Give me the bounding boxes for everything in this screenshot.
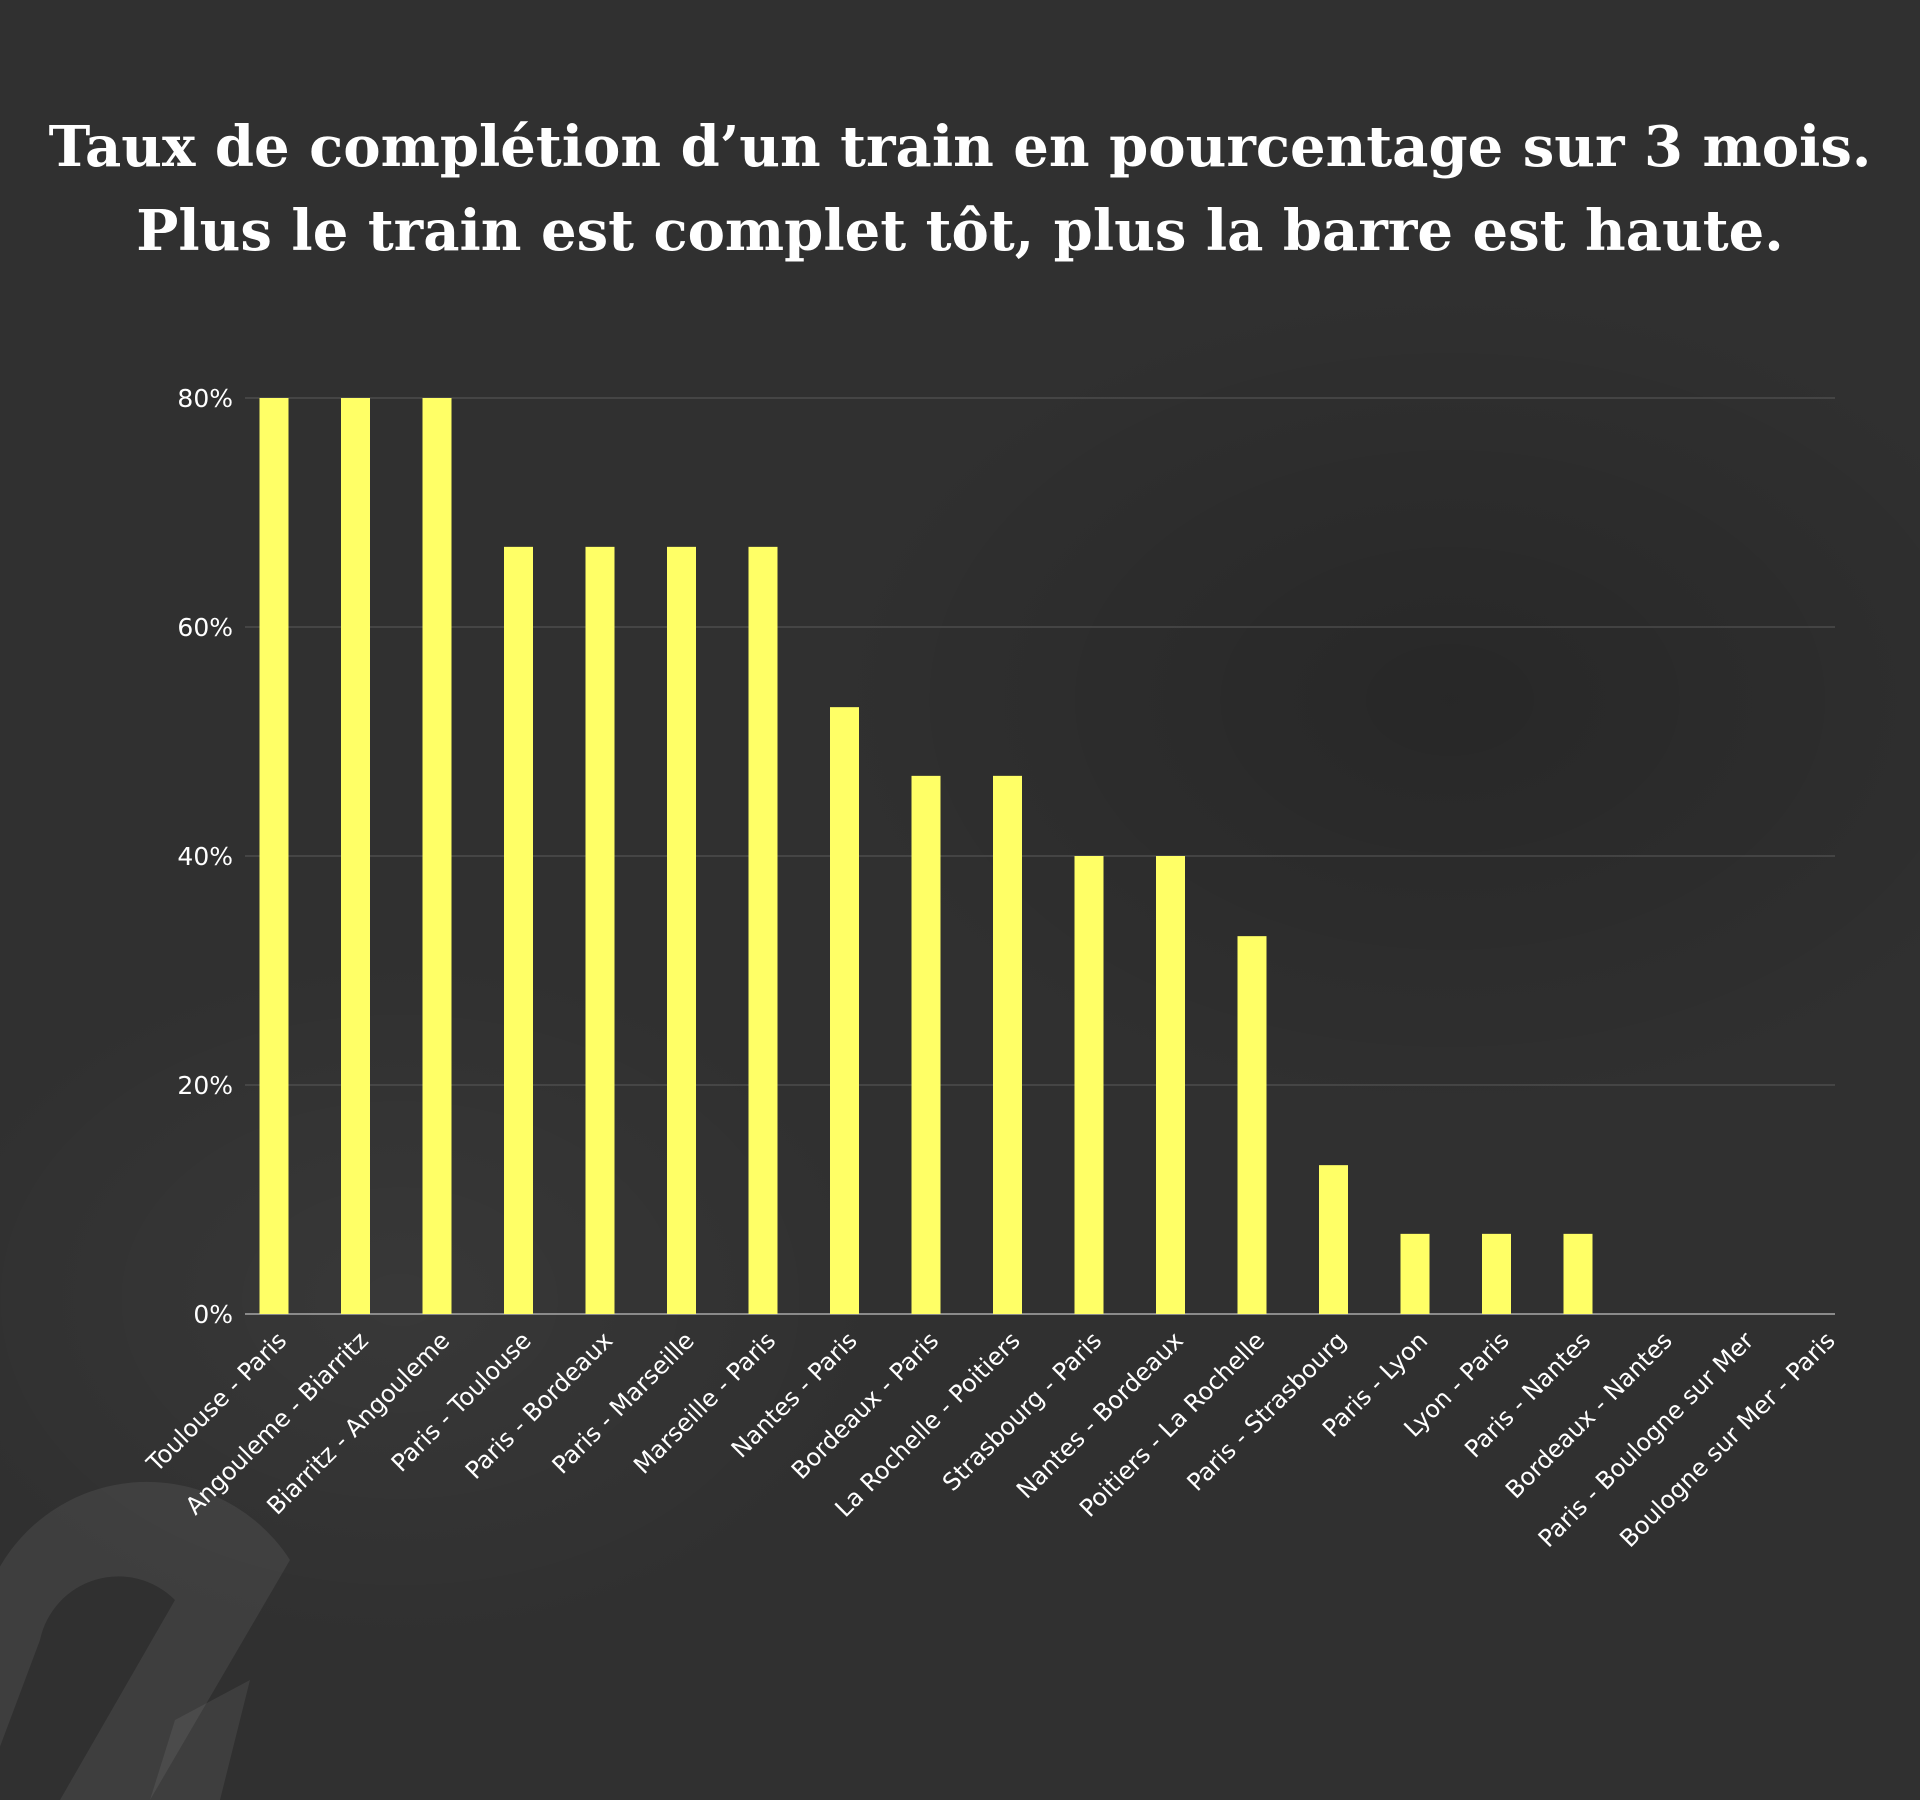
bar [1074,856,1104,1314]
y-axis-ticks: 0% 20% 40% 60% 80% [177,384,233,1329]
y-tick-label: 0% [193,1300,233,1329]
x-tick-label: Paris - Toulouse [386,1326,537,1477]
x-tick-label: Paris - Strasbourg [1182,1326,1352,1496]
bar [1237,936,1267,1314]
chart-title-line-2: Plus le train est complet tôt, plus la b… [136,198,1784,264]
grid-layer [245,397,1835,1315]
bar-layer [259,398,1593,1314]
bar [1319,1165,1348,1314]
bar [667,546,696,1314]
bar [341,398,370,1314]
bar [1156,856,1185,1314]
bar [422,398,452,1314]
bar [830,707,859,1314]
bar [993,775,1022,1314]
bar [1400,1233,1430,1314]
x-tick-label: Toulouse - Paris [141,1326,293,1478]
chart-title-line-1: Taux de complétion d’un train en pourcen… [48,114,1872,180]
x-tick-label: Strasbourg - Paris [937,1326,1107,1496]
bar [911,775,941,1314]
y-tick-label: 20% [177,1071,233,1100]
bar [585,546,615,1314]
y-tick-label: 80% [177,384,233,413]
bar [748,546,778,1314]
x-tick-label: Paris - Marseille [547,1326,700,1479]
x-tick-label: Bordeaux - Paris [786,1326,944,1484]
y-tick-label: 40% [177,842,233,871]
y-tick-label: 60% [177,613,233,642]
bar [259,398,289,1314]
bar [504,546,533,1314]
bar [1482,1233,1511,1314]
bar [1563,1233,1593,1314]
x-tick-label: Paris - Bordeaux [460,1326,618,1484]
chart-title: Taux de complétion d’un train en pourcen… [0,105,1920,273]
x-tick-label: Marseille - Paris [628,1326,781,1479]
